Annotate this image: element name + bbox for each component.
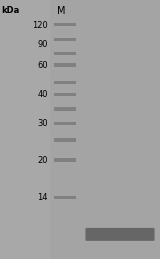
Text: 60: 60	[37, 61, 48, 70]
Text: M: M	[57, 6, 65, 16]
Text: 30: 30	[37, 119, 48, 128]
Bar	[54, 93, 76, 96]
Text: 120: 120	[32, 21, 48, 30]
FancyBboxPatch shape	[85, 228, 155, 241]
Bar	[54, 158, 76, 162]
Bar	[54, 107, 76, 111]
Bar	[54, 38, 76, 41]
Text: kDa: kDa	[2, 6, 20, 16]
Text: 40: 40	[37, 90, 48, 99]
Bar	[50, 0, 160, 259]
Bar	[54, 122, 76, 125]
Bar	[54, 138, 76, 142]
Bar	[54, 81, 76, 84]
Text: 20: 20	[37, 156, 48, 164]
Bar	[54, 63, 76, 67]
Text: 14: 14	[37, 193, 48, 202]
Bar	[54, 196, 76, 199]
Text: 90: 90	[37, 40, 48, 49]
Bar	[54, 52, 76, 55]
Bar	[54, 23, 76, 26]
